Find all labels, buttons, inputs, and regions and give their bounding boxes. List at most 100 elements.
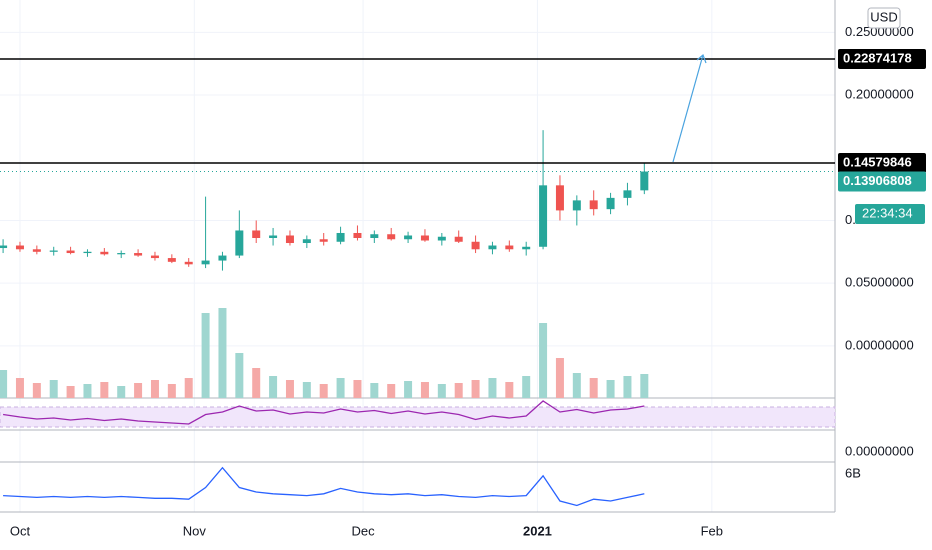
last-price-label: 0.13906808 [843,173,912,188]
volume-bar [150,380,159,398]
volume-bar [184,378,193,398]
volume-bar [623,376,632,398]
rsi-band [0,406,836,428]
candle-body [319,239,328,242]
oscillator-line [3,466,645,507]
volume-bar [218,308,227,398]
currency-box [867,7,901,29]
candle-body [0,245,8,249]
volume-bar [370,383,379,398]
x-tick-label: Feb [701,523,723,538]
volume-bar [505,382,514,398]
target-label: 0.22874178 [843,50,912,65]
candle-body [606,197,615,210]
volume-bar [252,368,261,398]
candle-body [387,234,396,240]
oscillator-label: 6B [845,465,861,480]
x-tick-label: Oct [10,523,31,538]
x-tick-label: 2021 [523,523,552,538]
volume-bar [201,313,210,398]
volume-bar [15,378,24,398]
candle-body [522,246,531,250]
candle-body [252,230,261,238]
x-tick-label: Nov [183,523,207,538]
volume-bar [235,353,244,398]
candle-body [572,200,581,211]
volume-bar [66,386,75,398]
candle-body [370,234,379,238]
volume-bar [49,380,58,398]
candle-body [589,200,598,210]
candle-body [235,230,244,256]
volume-bar [606,380,615,398]
volume-bar [420,382,429,398]
candle-body [100,251,109,255]
volume-bar [336,378,345,398]
candle-body [184,261,193,265]
volume-bar [404,381,413,398]
volume-bar [319,384,328,398]
target-box [838,49,926,70]
volume-bar [353,380,362,398]
volume-bar [572,373,581,398]
volume-bar [589,378,598,398]
y-tick-label: 0.20000000 [845,86,914,101]
rsi-line [2,400,645,425]
candle-body [285,235,294,244]
candle-body [420,235,429,241]
candle-body [640,171,649,191]
macd-label: 0.00000000 [845,443,914,458]
y-tick-label: 0.05000000 [845,275,914,290]
resistance-label: 0.14579846 [843,154,912,169]
volume-bar [302,382,311,398]
countdown-label: 22:34:34 [862,205,913,220]
x-tick-label: Dec [352,523,376,538]
countdown-box [855,204,925,224]
candle-body [15,245,24,250]
candle-body [488,245,497,250]
candle-body [505,245,514,250]
volume-bar [555,358,564,398]
currency-label: USD [870,9,897,24]
candle-body [623,190,632,198]
volume-bar [454,383,463,398]
candle-body [150,255,159,259]
candle-body [302,239,311,244]
volume-bar [488,378,497,398]
candle-body [471,241,480,250]
volume-bar [471,380,480,398]
candle-body [83,251,92,254]
candle-body [66,250,75,254]
candle-body [32,249,41,252]
candle-body [353,232,362,238]
volume-bar [134,383,143,398]
resistance-box [838,153,926,174]
candle-body [269,235,278,238]
volume-bar [0,370,8,398]
candle-body [539,185,548,247]
volume-bar [269,376,278,398]
volume-bar [387,384,396,398]
candle-body [454,236,463,242]
candle-body [336,232,345,242]
candle-body [218,255,227,261]
volume-bar [100,382,109,398]
volume-bar [83,384,92,398]
volume-bar [640,374,649,398]
volume-bar [437,384,446,398]
volume-bar [117,386,126,398]
candle-body [134,253,143,256]
arrow [672,53,707,163]
candle-body [49,250,58,252]
volume-bar [539,323,548,398]
candle-body [117,253,126,255]
candle-body [555,185,564,211]
candle-body [404,235,413,240]
last-price-box [838,171,926,192]
volume-bar [32,383,41,398]
candle-body [437,236,446,241]
volume-bar [522,376,531,398]
volume-bar [167,384,176,398]
